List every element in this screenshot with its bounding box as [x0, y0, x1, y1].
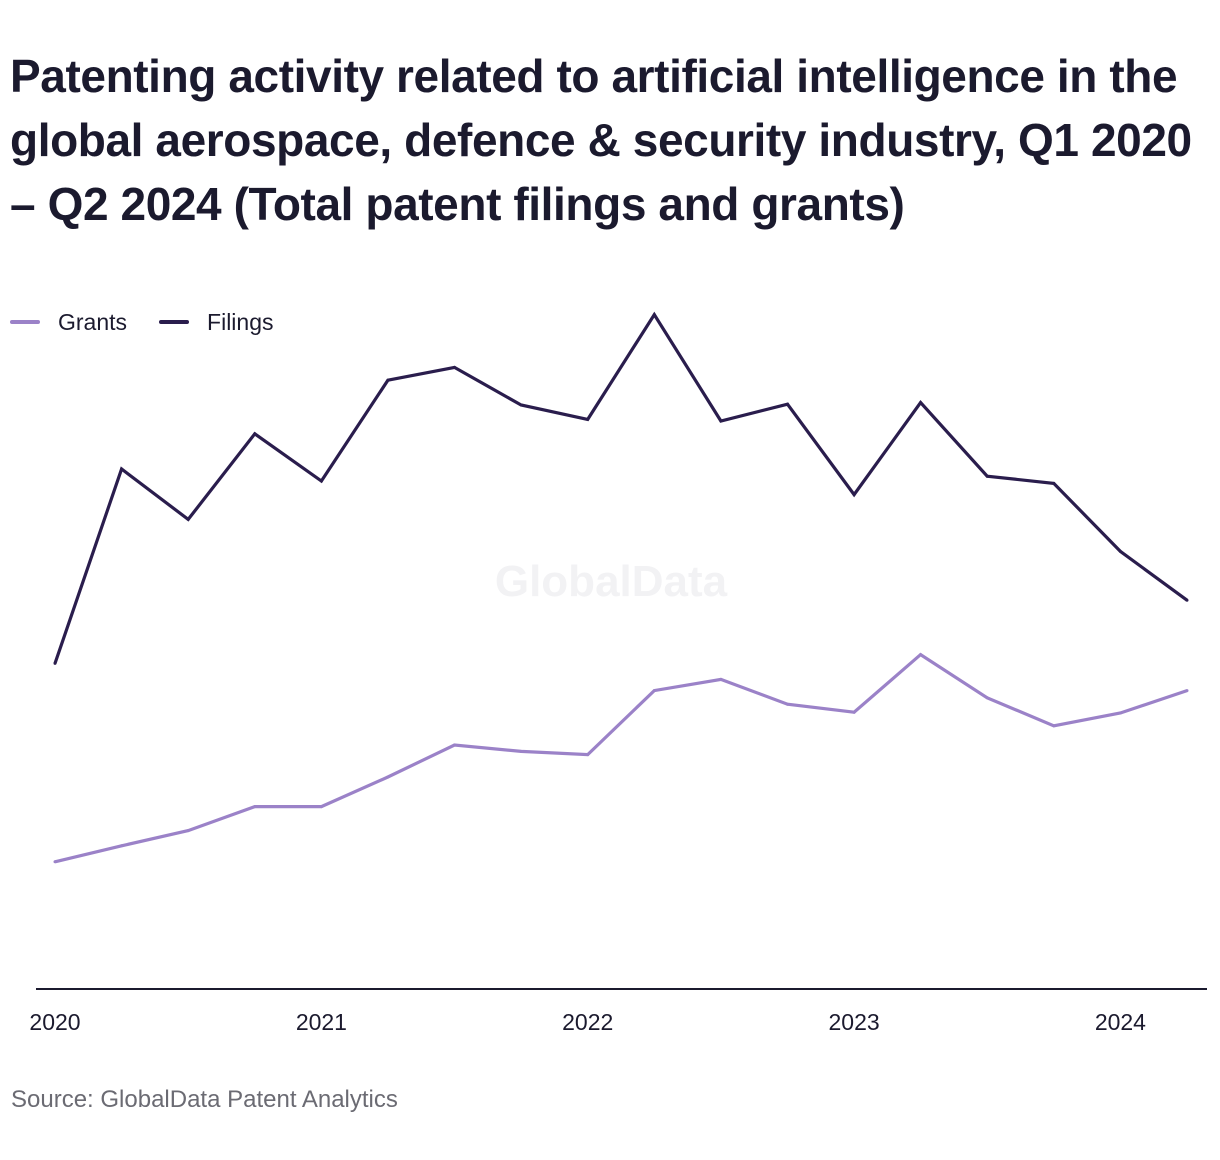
- data-point-grants: [120, 844, 124, 848]
- x-tick-label: 2022: [562, 1009, 613, 1035]
- data-point-grants: [719, 677, 723, 681]
- legend-swatch-filings: [159, 320, 190, 324]
- data-point-grants: [852, 710, 856, 714]
- data-point-grants: [253, 805, 257, 809]
- watermark: GlobalData: [495, 557, 728, 606]
- legend-item-grants: Grants: [10, 309, 127, 336]
- data-point-grants: [319, 805, 323, 809]
- data-point-filings: [985, 474, 989, 478]
- x-tick-label: 2021: [296, 1009, 347, 1035]
- data-point-filings: [53, 661, 57, 665]
- data-point-filings: [1118, 549, 1122, 553]
- source-note: Source: GlobalData Patent Analytics: [11, 1086, 398, 1113]
- data-point-grants: [1118, 711, 1122, 715]
- data-point-grants: [386, 775, 390, 779]
- data-point-grants: [652, 689, 656, 693]
- data-point-grants: [1052, 724, 1056, 728]
- data-point-filings: [453, 365, 456, 369]
- data-point-filings: [186, 517, 190, 521]
- data-point-filings: [652, 313, 656, 317]
- data-point-grants: [985, 696, 989, 700]
- data-point-filings: [852, 493, 856, 497]
- data-point-filings: [319, 479, 323, 483]
- legend-item-filings: Filings: [159, 308, 274, 336]
- series-layer: [53, 311, 1189, 864]
- data-point-filings: [253, 432, 257, 436]
- data-point-filings: [786, 402, 789, 406]
- legend-label-grants: Grants: [58, 308, 128, 335]
- data-point-filings: [1185, 598, 1189, 602]
- x-tick-label: 2020: [29, 1009, 80, 1035]
- data-point-filings: [719, 419, 723, 423]
- data-point-filings: [386, 378, 390, 382]
- data-point-grants: [519, 749, 523, 753]
- x-tick-label: 2024: [1095, 1009, 1146, 1035]
- legend: Grants Filings: [10, 306, 306, 338]
- chart-title: Patenting activity related to artificial…: [10, 50, 1192, 230]
- data-point-filings: [1052, 481, 1056, 485]
- data-point-filings: [120, 467, 124, 471]
- series-line-grants: [54, 652, 1188, 864]
- data-point-filings: [586, 417, 590, 421]
- data-point-grants: [919, 653, 923, 657]
- x-tick-label: 2023: [829, 1009, 880, 1035]
- data-point-grants: [786, 702, 789, 706]
- data-point-grants: [586, 753, 590, 757]
- data-point-filings: [519, 403, 523, 407]
- legend-label-filings: Filings: [207, 308, 274, 335]
- data-point-grants: [1185, 689, 1189, 693]
- data-point-grants: [186, 829, 190, 833]
- series-line-filings: [53, 311, 1188, 664]
- data-point-grants: [53, 860, 57, 864]
- x-axis-ticks: 2020 2021 2022 2023 2024: [29, 1009, 1146, 1035]
- data-point-grants: [453, 743, 456, 747]
- data-point-filings: [919, 401, 923, 405]
- legend-swatch-grants: [10, 320, 40, 324]
